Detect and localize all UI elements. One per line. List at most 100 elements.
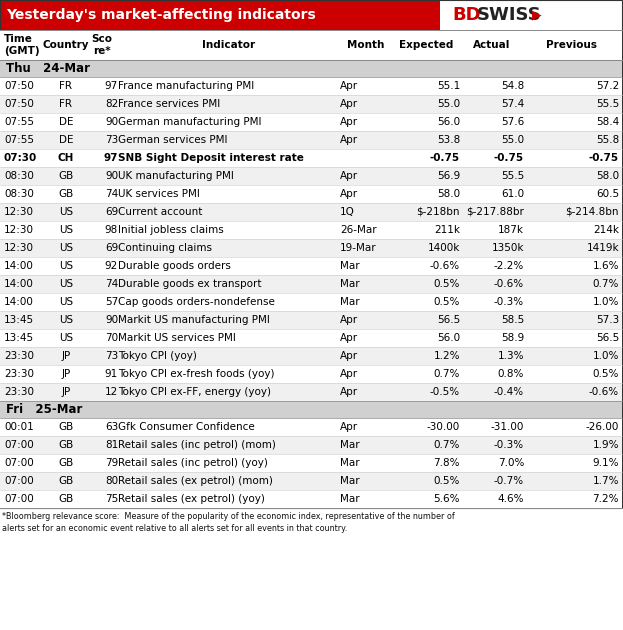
Text: 56.5: 56.5: [596, 333, 619, 343]
Bar: [0, 311, 622, 329]
Text: 56.0: 56.0: [437, 333, 460, 343]
Bar: [0, 167, 622, 185]
Text: 12:30: 12:30: [4, 207, 34, 217]
Text: Mar: Mar: [340, 458, 359, 468]
Text: UK services PMI: UK services PMI: [118, 189, 200, 199]
Text: -26.00: -26.00: [586, 422, 619, 432]
Text: Retail sales (inc petrol) (mom): Retail sales (inc petrol) (mom): [118, 440, 276, 450]
Text: 14:00: 14:00: [4, 261, 34, 271]
Text: 1.2%: 1.2%: [434, 351, 460, 361]
Text: 90: 90: [105, 315, 118, 325]
Text: US: US: [59, 297, 73, 307]
Text: Month: Month: [347, 40, 384, 50]
Text: 187k: 187k: [498, 225, 524, 235]
Text: 0.8%: 0.8%: [498, 369, 524, 379]
Text: Mar: Mar: [340, 261, 359, 271]
Text: Apr: Apr: [340, 117, 358, 127]
Text: 90: 90: [105, 117, 118, 127]
Text: SNB Sight Deposit interest rate: SNB Sight Deposit interest rate: [118, 153, 304, 163]
Bar: [0, 239, 622, 257]
Text: 57.2: 57.2: [596, 81, 619, 91]
Text: $-214.8bn: $-214.8bn: [566, 207, 619, 217]
Text: 1.0%: 1.0%: [592, 297, 619, 307]
Bar: [0, 0, 440, 30]
Text: 0.7%: 0.7%: [434, 369, 460, 379]
Bar: [0, 347, 622, 365]
Text: 69: 69: [105, 243, 118, 253]
Bar: [0, 490, 622, 508]
Text: Mar: Mar: [340, 297, 359, 307]
Text: US: US: [59, 279, 73, 289]
Text: 07:00: 07:00: [4, 440, 34, 450]
Text: Tokyo CPI ex-fresh foods (yoy): Tokyo CPI ex-fresh foods (yoy): [118, 369, 275, 379]
Text: 14:00: 14:00: [4, 297, 34, 307]
Text: 1400k: 1400k: [427, 243, 460, 253]
Text: US: US: [59, 315, 73, 325]
Text: 07:00: 07:00: [4, 458, 34, 468]
Text: 211k: 211k: [434, 225, 460, 235]
Text: 90: 90: [105, 171, 118, 181]
Text: 58.0: 58.0: [596, 171, 619, 181]
Text: 57: 57: [105, 297, 118, 307]
Text: 1.9%: 1.9%: [592, 440, 619, 450]
Text: -0.6%: -0.6%: [589, 387, 619, 397]
Text: 9.1%: 9.1%: [592, 458, 619, 468]
Text: DE: DE: [59, 117, 74, 127]
Text: Durable goods ex transport: Durable goods ex transport: [118, 279, 262, 289]
Text: BD: BD: [452, 6, 480, 24]
Text: 12:30: 12:30: [4, 225, 34, 235]
Text: GB: GB: [59, 189, 74, 199]
Text: US: US: [59, 333, 73, 343]
Text: 1350k: 1350k: [492, 243, 524, 253]
Bar: [0, 95, 622, 113]
Bar: [0, 149, 622, 167]
Text: Apr: Apr: [340, 387, 358, 397]
Text: Gfk Consumer Confidence: Gfk Consumer Confidence: [118, 422, 255, 432]
Text: 70: 70: [105, 333, 118, 343]
Text: GB: GB: [59, 458, 74, 468]
Bar: [0, 472, 622, 490]
Text: 53.8: 53.8: [437, 135, 460, 145]
Text: FR: FR: [60, 81, 72, 91]
Text: 74: 74: [105, 279, 118, 289]
Bar: [0, 436, 622, 454]
Text: -0.5%: -0.5%: [430, 387, 460, 397]
Text: 0.5%: 0.5%: [592, 369, 619, 379]
Text: 57.4: 57.4: [501, 99, 524, 109]
Text: Cap goods orders-nondefense: Cap goods orders-nondefense: [118, 297, 275, 307]
Text: -0.4%: -0.4%: [494, 387, 524, 397]
Bar: [0, 185, 622, 203]
Text: $-217.88br: $-217.88br: [466, 207, 524, 217]
Text: 57.6: 57.6: [501, 117, 524, 127]
Bar: [0, 30, 622, 60]
Text: 4.6%: 4.6%: [498, 494, 524, 504]
Bar: [0, 383, 622, 401]
Text: 0.5%: 0.5%: [434, 297, 460, 307]
Bar: [0, 113, 622, 131]
Text: Markit US manufacturing PMI: Markit US manufacturing PMI: [118, 315, 270, 325]
Text: Retail sales (ex petrol) (mom): Retail sales (ex petrol) (mom): [118, 476, 273, 486]
Text: 56.5: 56.5: [437, 315, 460, 325]
Text: German manufacturing PMI: German manufacturing PMI: [118, 117, 262, 127]
Text: 55.8: 55.8: [596, 135, 619, 145]
Bar: [0, 77, 622, 95]
Text: Mar: Mar: [340, 494, 359, 504]
Text: 80: 80: [105, 476, 118, 486]
Text: Retail sales (inc petrol) (yoy): Retail sales (inc petrol) (yoy): [118, 458, 268, 468]
Text: Tokyo CPI ex-FF, energy (yoy): Tokyo CPI ex-FF, energy (yoy): [118, 387, 271, 397]
Text: Apr: Apr: [340, 351, 358, 361]
Text: 97: 97: [103, 153, 118, 163]
Text: 58.4: 58.4: [596, 117, 619, 127]
Text: 23:30: 23:30: [4, 369, 34, 379]
Text: DE: DE: [59, 135, 74, 145]
Text: Apr: Apr: [340, 99, 358, 109]
Text: Retail sales (ex petrol) (yoy): Retail sales (ex petrol) (yoy): [118, 494, 265, 504]
Text: 56.9: 56.9: [437, 171, 460, 181]
Text: Current account: Current account: [118, 207, 202, 217]
Text: 81: 81: [105, 440, 118, 450]
Text: Apr: Apr: [340, 81, 358, 91]
Text: Apr: Apr: [340, 422, 358, 432]
Text: 61.0: 61.0: [501, 189, 524, 199]
Text: 0.5%: 0.5%: [434, 476, 460, 486]
Text: 07:00: 07:00: [4, 476, 34, 486]
